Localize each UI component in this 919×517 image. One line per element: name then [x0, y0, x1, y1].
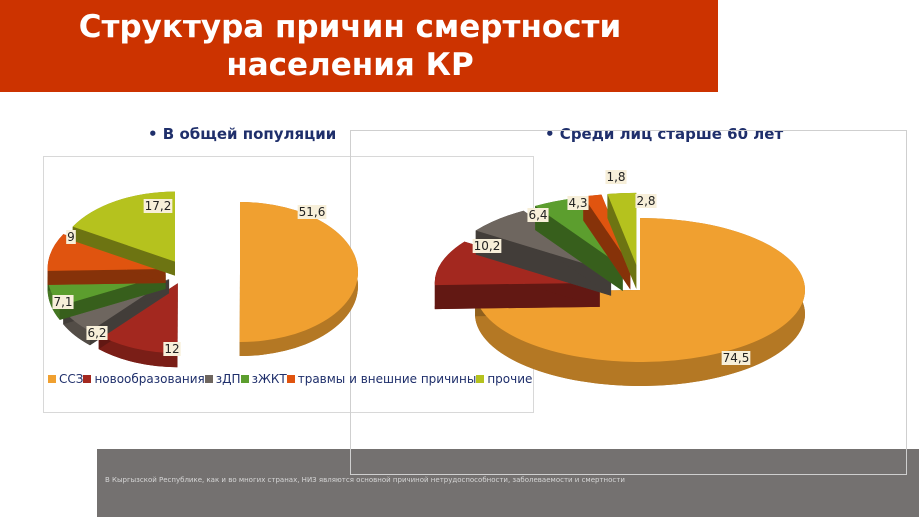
- legend-swatch: [286, 375, 295, 383]
- legend-swatch: [204, 375, 213, 383]
- legend-label: новообразования: [94, 372, 205, 386]
- pie-slice-прочие: [607, 192, 637, 265]
- data-label: 51,6: [299, 205, 326, 219]
- legend-label: прочие: [487, 372, 533, 386]
- pie-slice-ССЗ: [475, 218, 805, 363]
- data-label-bg: [143, 199, 173, 213]
- data-label-bg: [527, 208, 549, 222]
- data-label-bg: [605, 170, 627, 184]
- slide-title: Структура причин смертности населения КР: [78, 9, 622, 83]
- data-label: 6,2: [87, 326, 106, 340]
- pie-slice-новообразования: [98, 283, 178, 354]
- subtitle-left: • В общей популяции: [148, 125, 337, 143]
- footer-bar: В Кыргызской Республике, как и во многих…: [97, 449, 919, 517]
- pie-slice-wall: [607, 194, 637, 289]
- data-label: 4,3: [568, 196, 587, 210]
- data-label-bg: [567, 196, 589, 210]
- data-label: 9: [67, 230, 75, 244]
- data-label: 12: [164, 342, 179, 356]
- data-label-bg: [86, 326, 108, 340]
- data-label-bg: [472, 239, 502, 253]
- pie-slice-wall: [583, 196, 631, 290]
- pie-slice-edge: [98, 335, 178, 368]
- data-label: 10,2: [474, 239, 501, 253]
- pie-slice-травмы-и-внешние-причины: [583, 194, 631, 266]
- pie-slice-зЖКТ: [535, 198, 623, 268]
- data-label-bg: [635, 194, 657, 208]
- data-label-bg: [297, 205, 327, 219]
- legend-swatch: [48, 375, 56, 383]
- pie-slice-wall: [47, 269, 166, 285]
- data-label: 7,1: [53, 295, 72, 309]
- legend-label: зДП: [215, 372, 241, 386]
- title-banner: Структура причин смертности населения КР: [0, 0, 718, 92]
- pie-slice-ССЗ: [239, 202, 359, 343]
- legend-item: прочие: [476, 372, 532, 386]
- legend-item: зЖКТ: [240, 372, 287, 386]
- subtitle-right: • Среди лиц старше 60 лет: [545, 125, 784, 143]
- data-label: 17,2: [145, 199, 172, 213]
- legend-item: новообразования: [83, 372, 205, 386]
- legend-swatch: [83, 375, 92, 383]
- legend-swatch: [476, 375, 485, 383]
- pie-slice-wall: [535, 205, 623, 292]
- data-label: 1,8: [606, 170, 625, 184]
- legend-item: травмы и внешние причины: [286, 372, 477, 386]
- legend-label: травмы и внешние причины: [297, 372, 477, 386]
- legend-label: ССЗ: [59, 372, 84, 386]
- legend-item: зДП: [204, 372, 241, 386]
- data-label: 2,8: [636, 194, 655, 208]
- data-label-bg: [66, 230, 76, 244]
- legend-label: зЖКТ: [251, 372, 287, 386]
- pie-slice-wall: [475, 230, 612, 296]
- chart-legend: ССЗ новообразования зДП зЖКТ травмы и внешни…: [48, 372, 532, 386]
- data-label-bg: [721, 351, 751, 365]
- data-label-bg: [52, 295, 74, 309]
- pie-slice-wall: [72, 226, 175, 276]
- data-label: 74,5: [723, 351, 750, 365]
- data-label-bg: [163, 342, 181, 356]
- legend-swatch: [240, 375, 249, 383]
- footer-text: В Кыргызской Республике, как и во многих…: [105, 476, 625, 484]
- data-label: 6,4: [528, 208, 547, 222]
- legend-item: ССЗ: [48, 372, 83, 386]
